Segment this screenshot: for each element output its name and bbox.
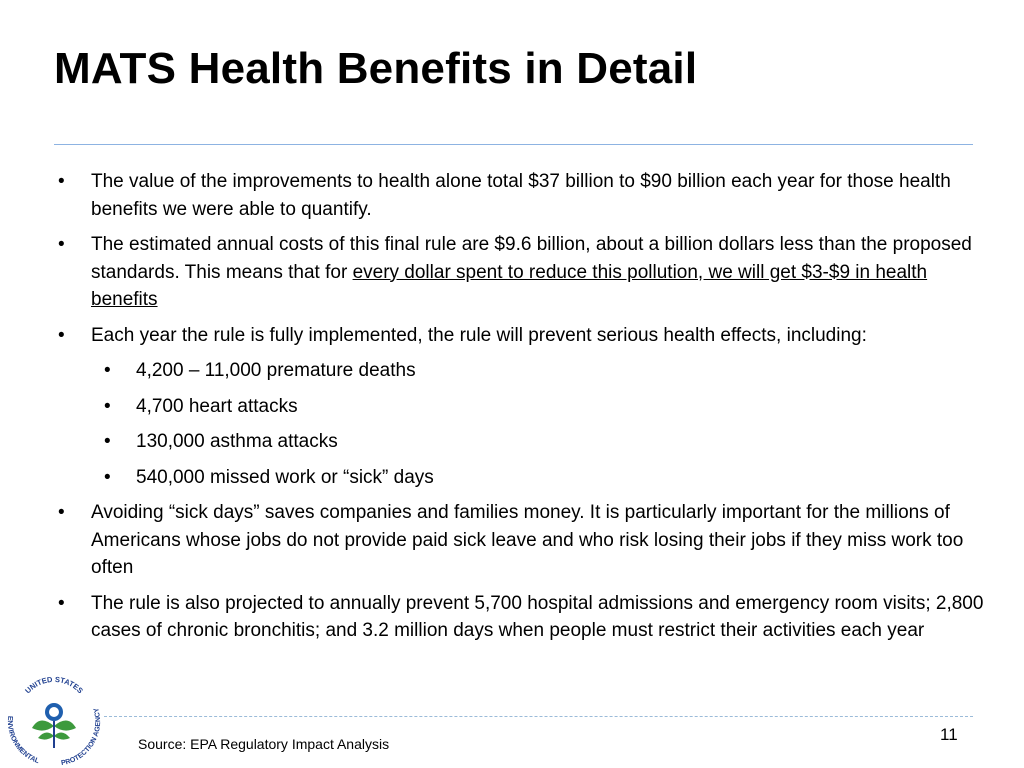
sub-bullet-sick-days: 540,000 missed work or “sick” days: [54, 464, 984, 492]
source-citation: Source: EPA Regulatory Impact Analysis: [138, 736, 390, 752]
sub-bullet-heart-attacks: 4,700 heart attacks: [54, 393, 984, 421]
benefit-ratio-underlined: every dollar spent to reduce this pollut…: [91, 261, 928, 311]
sub-bullet-premature-deaths: 4,200 – 11,000 premature deaths: [54, 357, 984, 385]
bullet-health-value: The value of the improvements to health …: [54, 168, 984, 223]
seal-left-text: ENVIRONMENTAL: [6, 716, 41, 766]
flower-icon: [32, 703, 76, 748]
slide-title: MATS Health Benefits in Detail: [54, 44, 698, 93]
bullet-sick-days: Avoiding “sick days” saves companies and…: [54, 499, 984, 582]
page-number: 11: [940, 725, 958, 744]
svg-text:UNITED STATES: UNITED STATES: [23, 675, 85, 695]
bullet-annual-costs-text: The estimated annual costs of this final…: [91, 234, 972, 283]
bullet-health-effects: Each year the rule is fully implemented,…: [54, 322, 984, 350]
seal-top-text: UNITED STATES: [23, 675, 85, 695]
bullet-hospital-admissions: The rule is also projected to annually p…: [54, 590, 984, 645]
sub-bullet-asthma-attacks: 130,000 asthma attacks: [54, 428, 984, 456]
epa-seal-logo: UNITED STATES ENVIRONMENTAL PROTECTION A…: [6, 675, 102, 767]
title-divider: [54, 144, 973, 145]
svg-text:ENVIRONMENTAL: ENVIRONMENTAL: [6, 716, 41, 766]
bullet-annual-costs: The estimated annual costs of this final…: [54, 231, 984, 314]
footer-divider: [104, 716, 973, 717]
bullet-list: The value of the improvements to health …: [54, 168, 984, 653]
